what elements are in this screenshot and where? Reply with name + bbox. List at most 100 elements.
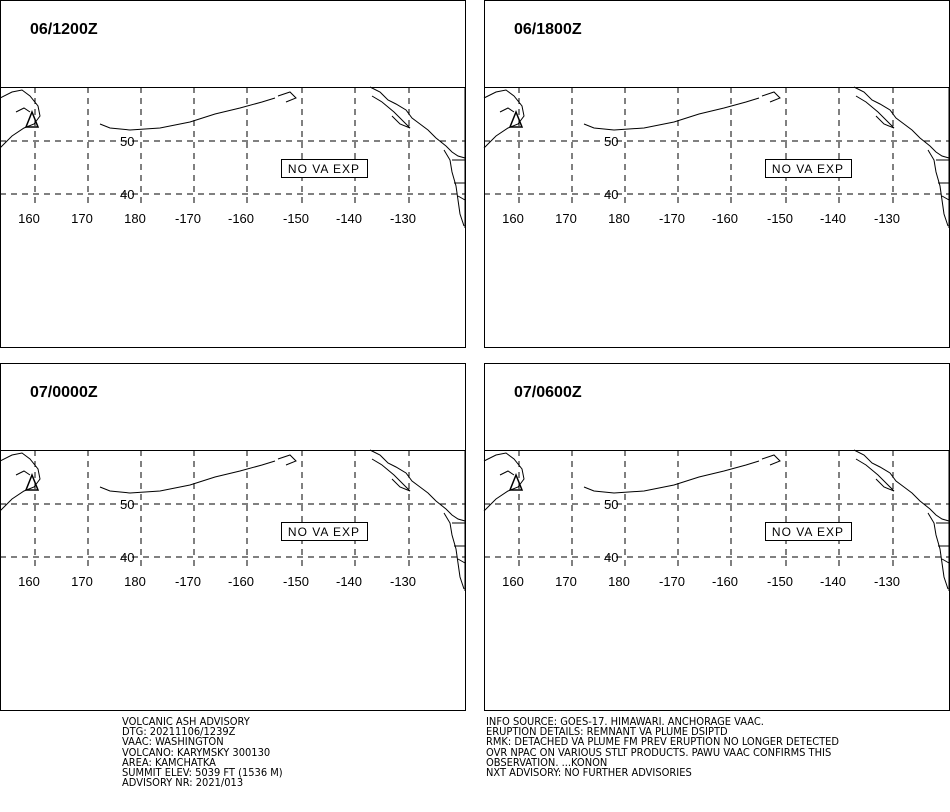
longitude-label: -130	[390, 574, 416, 589]
longitude-label: 170	[555, 211, 577, 226]
volcano-symbol	[24, 472, 40, 491]
advisory-line: AREA: KAMCHATKA	[122, 755, 216, 769]
advisory-line: VAAC: WASHINGTON	[122, 735, 224, 749]
coastline	[499, 107, 515, 113]
latitude-label: 50	[120, 497, 134, 512]
map-panels: 06/1200Z 50 40 160 170 180 -170 -160 -150 -140 -13…	[0, 0, 950, 711]
longitude-label: 180	[124, 211, 146, 226]
note-box	[281, 522, 368, 541]
longitude-label: 160	[18, 211, 40, 226]
coastline	[0, 452, 41, 512]
longitude-label: -150	[767, 574, 793, 589]
coastline	[443, 512, 465, 590]
longitude-label: -140	[336, 211, 362, 226]
volcano-symbol	[508, 472, 524, 491]
panel-frame	[0, 363, 466, 711]
coastline	[0, 89, 41, 149]
advisory-line: INFO SOURCE: GOES-17. HIMAWARI. ANCHORAG…	[486, 715, 764, 728]
note-box	[765, 159, 852, 178]
coastline	[941, 558, 950, 564]
coastline	[853, 449, 950, 522]
valid-time: 06/1800Z	[514, 21, 582, 38]
coastline	[15, 107, 31, 113]
longitude-label: -170	[659, 211, 685, 226]
panel-frame	[0, 0, 466, 348]
panel-frame	[484, 0, 950, 348]
longitude-label: 170	[555, 574, 577, 589]
note-text: NO VA EXP	[772, 525, 844, 539]
latitude-label: 50	[604, 497, 618, 512]
longitude-label: -130	[874, 574, 900, 589]
latitude-label: 50	[604, 134, 618, 149]
note-box	[765, 522, 852, 541]
map-panel: 06/1800Z 50 40 160 170 180 -170 -160 -150 -140 -13…	[483, 0, 950, 348]
coastline	[99, 460, 276, 494]
longitude-label: 180	[124, 574, 146, 589]
advisory-line: OVR NPAC ON VARIOUS STLT PRODUCTS. PAWU …	[486, 745, 832, 759]
valid-time: 07/0600Z	[514, 384, 582, 401]
longitude-label: -170	[175, 211, 201, 226]
coastline	[583, 97, 760, 131]
note-text: NO VA EXP	[288, 162, 360, 176]
coastline	[371, 95, 411, 129]
coastline	[369, 449, 466, 522]
coastline	[855, 95, 895, 129]
longitude-label: 180	[608, 574, 630, 589]
longitude-label: -170	[175, 574, 201, 589]
valid-time: 07/0000Z	[30, 384, 98, 401]
longitude-label: -160	[712, 574, 738, 589]
longitude-label: -130	[874, 211, 900, 226]
longitude-label: -140	[336, 574, 362, 589]
coastline	[457, 195, 466, 201]
advisory-line: ERUPTION DETAILS: REMNANT VA PLUME DSIPT…	[486, 725, 728, 739]
coastline	[277, 91, 297, 103]
coastline	[369, 86, 466, 159]
coastline	[853, 86, 950, 159]
coastline	[371, 458, 411, 492]
coastline	[483, 89, 525, 149]
coastline	[457, 558, 466, 564]
longitude-label: -150	[767, 211, 793, 226]
coastline	[483, 452, 525, 512]
longitude-label: 160	[502, 574, 524, 589]
advisory-text-right: INFO SOURCE: GOES-17. HIMAWARI. ANCHORAG…	[486, 715, 840, 778]
latitude-label: 50	[120, 134, 134, 149]
advisory-line: RMK: DETACHED VA PLUME FM PREV ERUPTION …	[486, 735, 840, 749]
volcano-symbol	[508, 109, 524, 128]
longitude-label: -160	[228, 574, 254, 589]
longitude-label: -140	[820, 574, 846, 589]
longitude-label: -130	[390, 211, 416, 226]
coastline	[927, 149, 949, 227]
coastline	[761, 91, 781, 103]
map-panel: 07/0600Z 50 40 160 170 180 -170 -160 -150 -140 -13…	[483, 363, 950, 711]
panel-frame	[484, 363, 950, 711]
longitude-label: -170	[659, 574, 685, 589]
advisory-line: ADVISORY NR: 2021/013	[122, 776, 244, 790]
map-panel: 06/1200Z 50 40 160 170 180 -170 -160 -150 -140 -13…	[0, 0, 466, 348]
volcano-symbol	[24, 109, 40, 128]
map-panel: 07/0000Z 50 40 160 170 180 -170 -160 -150 -140 -13…	[0, 363, 466, 711]
valid-time: 06/1200Z	[30, 21, 98, 38]
longitude-label: -150	[283, 211, 309, 226]
coastline	[499, 470, 515, 476]
coastline	[443, 149, 465, 227]
coastline	[941, 195, 950, 201]
latitude-label: 40	[604, 550, 618, 565]
longitude-label: 180	[608, 211, 630, 226]
advisory-line: DTG: 20211106/1239Z	[122, 725, 236, 739]
coastline	[927, 512, 949, 590]
longitude-label: -150	[283, 574, 309, 589]
longitude-label: 170	[71, 211, 93, 226]
longitude-label: -160	[712, 211, 738, 226]
longitude-label: -140	[820, 211, 846, 226]
latitude-label: 40	[604, 187, 618, 202]
note-box	[281, 159, 368, 178]
coastline	[99, 97, 276, 131]
coastline	[761, 454, 781, 466]
latitude-label: 40	[120, 187, 134, 202]
longitude-label: 160	[502, 211, 524, 226]
coastline	[15, 470, 31, 476]
latitude-label: 40	[120, 550, 134, 565]
longitude-label: 170	[71, 574, 93, 589]
coastline	[583, 460, 760, 494]
